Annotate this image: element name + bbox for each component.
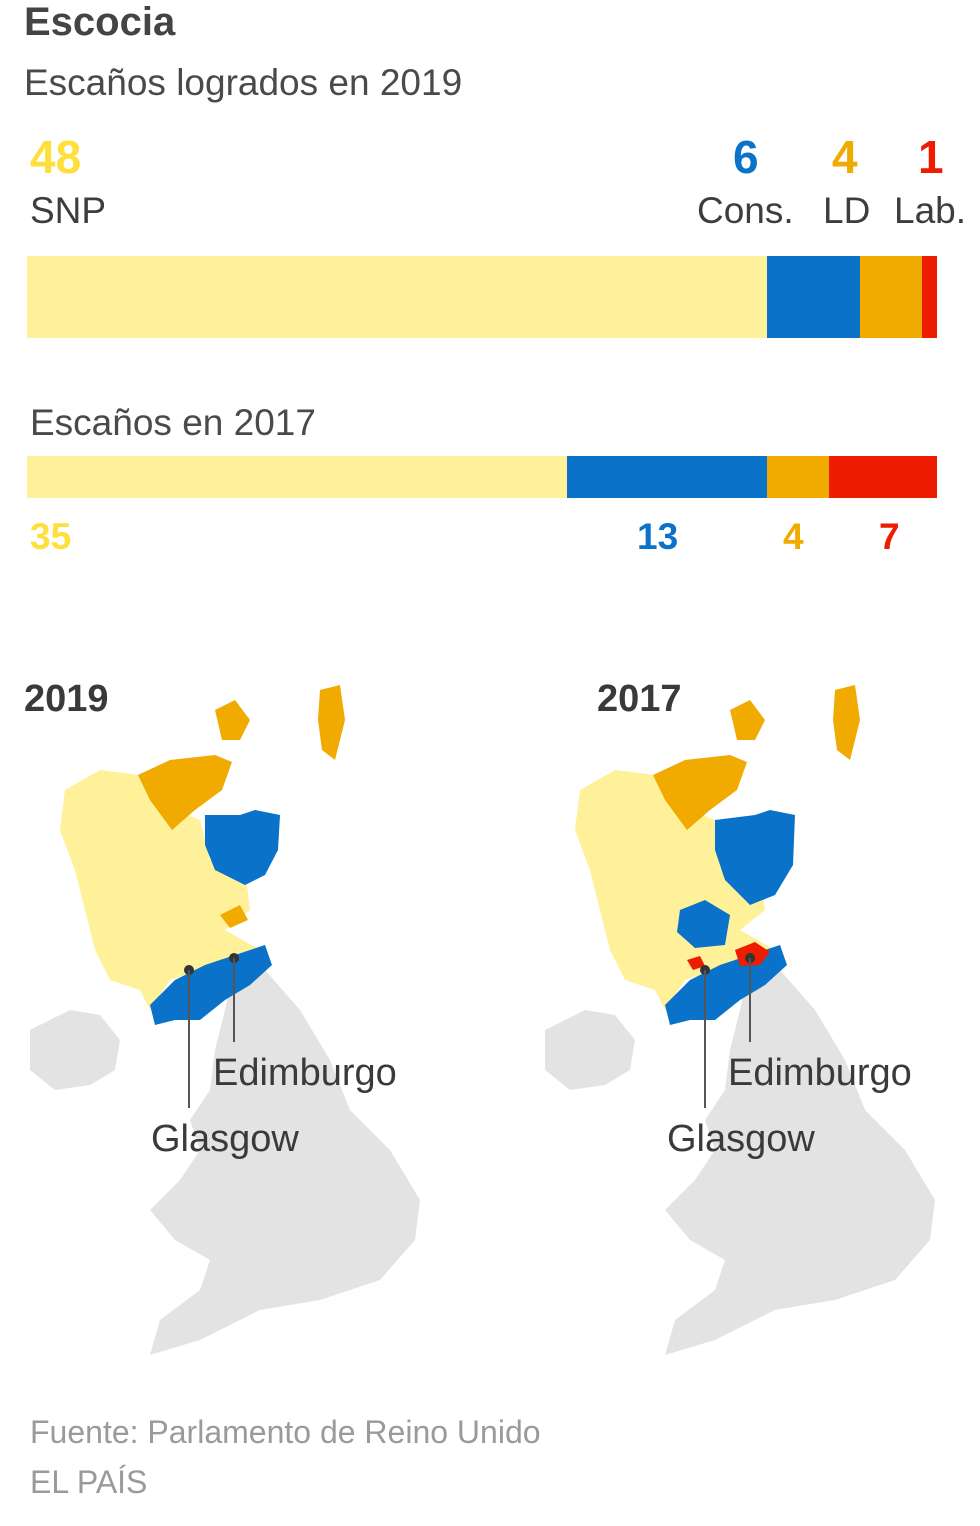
highlands-ld-region — [653, 755, 747, 830]
bar-segment-ld — [859, 256, 922, 338]
borders-cons-region — [150, 945, 272, 1025]
brand-credit: EL PAÍS — [30, 1464, 148, 1500]
bar-segment-lab — [829, 456, 937, 498]
bar-segment-lab — [921, 256, 937, 338]
scotland-snp-region — [60, 770, 260, 1010]
scotland-snp-region — [575, 770, 775, 1010]
lab-2019-value: 1 — [918, 131, 944, 183]
snp-2019-value: 48 — [30, 131, 82, 183]
bar-segment-snp — [27, 456, 567, 498]
highlands-ld-region — [138, 755, 232, 830]
shetland-ld-islands — [318, 685, 345, 760]
map-2019-title: 2019 — [24, 678, 109, 720]
stacked-bar-2017 — [27, 456, 937, 498]
cons-label: Cons. — [697, 190, 794, 231]
glasgow-label-2019: Glasgow — [151, 1118, 299, 1160]
chart-subtitle: Escaños logrados en 2019 — [24, 62, 463, 103]
ireland-shape — [545, 1010, 635, 1090]
orkney-ld-islands — [215, 700, 250, 740]
cons-2019-value: 6 — [733, 131, 759, 183]
map-2017-title: 2017 — [597, 678, 682, 720]
bar-segment-ld — [767, 456, 830, 498]
bar-segment-snp — [27, 256, 768, 338]
source-note: Fuente: Parlamento de Reino Unido — [30, 1414, 541, 1450]
orkney-ld-islands — [730, 700, 765, 740]
ireland-shape — [30, 1010, 120, 1090]
edimburgo-label-2019: Edimburgo — [213, 1052, 397, 1094]
glasgow-label-2017: Glasgow — [667, 1118, 815, 1160]
northeast-cons-region — [205, 810, 280, 885]
map-2019 — [30, 685, 420, 1355]
map-2017 — [545, 685, 935, 1355]
ld-label: LD — [823, 190, 871, 231]
ld-2019-value: 4 — [832, 131, 858, 183]
shetland-ld-islands — [833, 685, 860, 760]
bar-segment-cons — [767, 256, 860, 338]
subtitle-2017: Escaños en 2017 — [30, 402, 316, 443]
snp-2017-value: 35 — [30, 516, 72, 557]
bar-segment-cons — [566, 456, 768, 498]
england-shape — [665, 965, 935, 1355]
northeast-cons-region — [715, 810, 795, 905]
cons-2017-value: 13 — [637, 516, 679, 557]
stacked-bar-2019 — [27, 256, 937, 338]
lab-2017-value: 7 — [879, 516, 900, 557]
glasgow-lab-region — [687, 956, 705, 970]
perth-cons-region — [677, 900, 730, 948]
edimburgo-label-2017: Edimburgo — [728, 1052, 912, 1094]
fife-ld-region — [220, 905, 248, 928]
england-shape — [150, 965, 420, 1355]
snp-label: SNP — [30, 190, 107, 231]
ld-2017-value: 4 — [783, 516, 804, 557]
lab-label: Lab. — [894, 190, 967, 231]
chart-title: Escocia — [24, 0, 176, 44]
